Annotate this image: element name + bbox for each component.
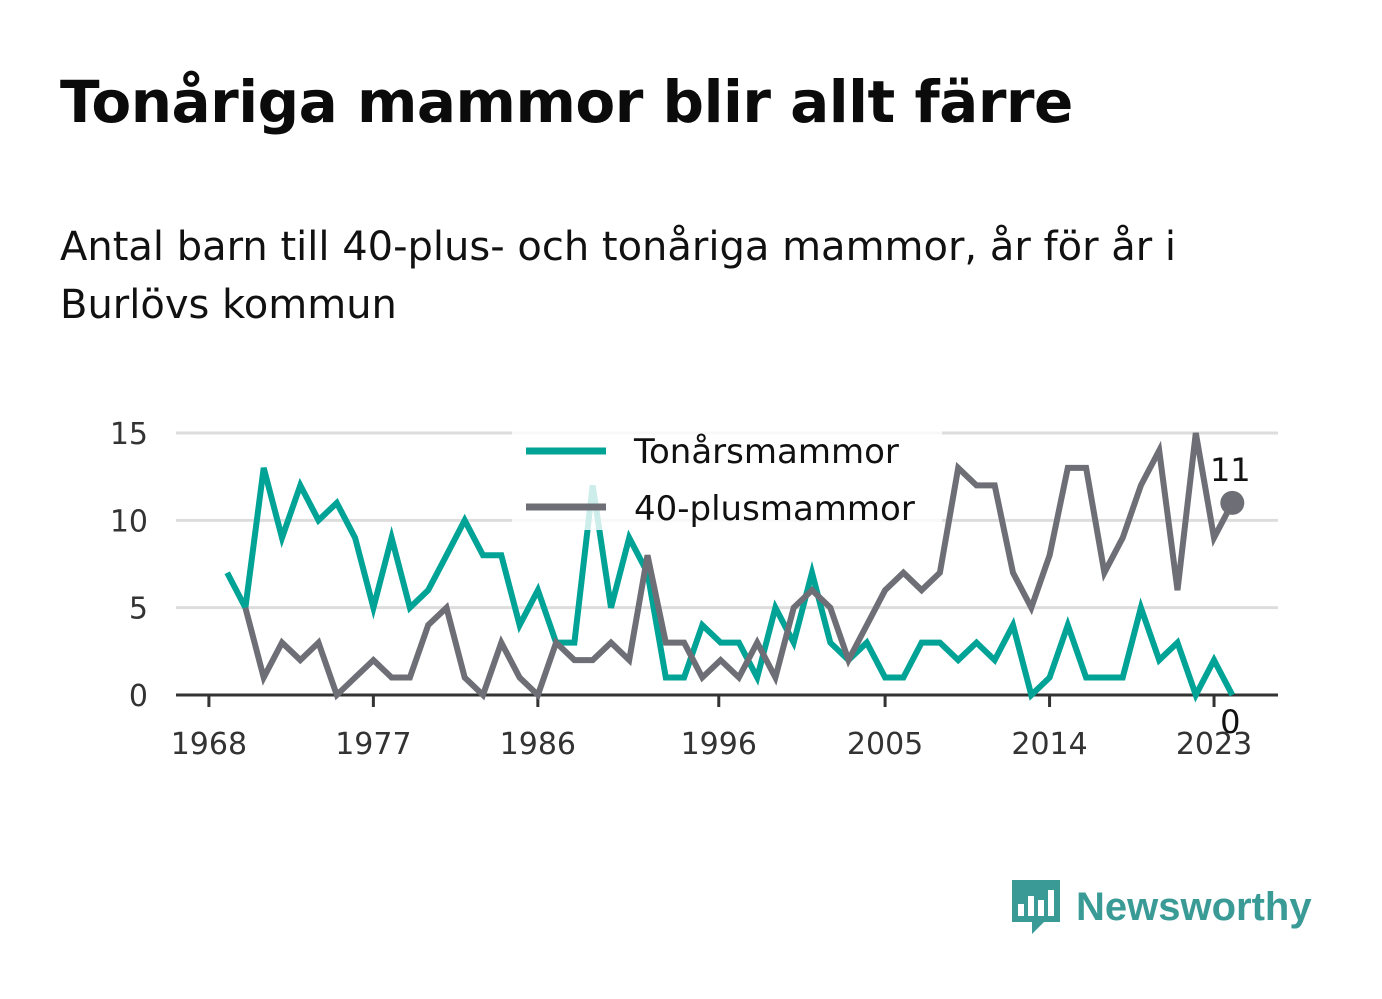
series-lines <box>224 432 1235 703</box>
x-axis: 1968 1977 1986 1996 2005 2014 2023 <box>171 693 1278 762</box>
legend: Tonårsmammor 40-plusmammor <box>512 420 942 530</box>
legend-label-40-plusmammor: 40-plusmammor <box>634 489 915 529</box>
y-tick-label: 10 <box>110 504 148 539</box>
x-tick-label: 1977 <box>335 727 411 762</box>
legend-label-tonarsmammor: Tonårsmammor <box>633 432 899 472</box>
y-axis: 0 5 10 15 <box>110 417 148 714</box>
x-tick-label: 1986 <box>500 727 576 762</box>
series-line-tonarsmammor <box>224 467 1235 703</box>
end-label-40-plusmammor: 11 <box>1210 451 1251 489</box>
x-tick-label: 2023 <box>1176 727 1252 762</box>
end-markers: 11 0 <box>1210 451 1251 741</box>
x-tick-label: 2014 <box>1011 727 1087 762</box>
x-tick-label: 1968 <box>171 727 247 762</box>
x-tick-label: 1996 <box>681 727 757 762</box>
brand-logo: Newsworthy <box>1010 876 1312 938</box>
y-tick-label: 0 <box>129 679 148 714</box>
y-tick-label: 15 <box>110 417 148 452</box>
end-marker-40-plusmammor <box>1220 490 1245 515</box>
x-tick-label: 2005 <box>847 727 923 762</box>
series-line-40-plusmammor <box>242 432 1235 701</box>
chart-title: Tonåriga mammor blir allt färre <box>60 68 1073 136</box>
newsworthy-logo-icon <box>1012 880 1060 934</box>
legend-background <box>512 420 942 530</box>
brand-name: Newsworthy <box>1076 884 1312 929</box>
chart-subtitle: Antal barn till 40-plus- och tonåriga ma… <box>60 224 1177 328</box>
y-tick-label: 5 <box>129 592 148 627</box>
end-label-tonarsmammor: 0 <box>1220 703 1240 741</box>
